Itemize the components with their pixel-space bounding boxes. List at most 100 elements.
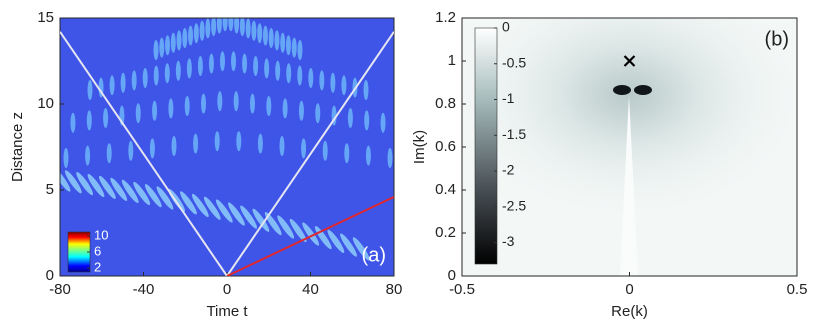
x-tick-label: 0 xyxy=(223,281,231,298)
heatmap-streak xyxy=(38,118,43,138)
heatmap-streak xyxy=(330,72,336,93)
heatmap-streak xyxy=(257,23,263,44)
line xyxy=(226,195,394,276)
heatmap-streak xyxy=(64,170,82,194)
heatmap-streak xyxy=(262,25,268,46)
heatmap-streak xyxy=(352,237,370,261)
marker xyxy=(623,55,636,67)
heatmap-streak xyxy=(297,65,303,86)
y-tick-label: 1.2 xyxy=(435,9,456,26)
heatmap-streak xyxy=(302,222,320,246)
heatmap-streak xyxy=(431,153,436,173)
heatmap-streak xyxy=(216,18,222,34)
heatmap-streak xyxy=(184,96,190,116)
y-tick-label: 0.2 xyxy=(435,224,456,241)
colorbar-tick-label: -2 xyxy=(502,162,515,178)
heatmap-bg xyxy=(60,18,394,276)
heatmap-streak xyxy=(60,168,71,192)
x-tick-label: 0.5 xyxy=(787,281,808,298)
heatmap-streak xyxy=(430,120,435,140)
y-tick-label: 0.6 xyxy=(435,138,456,155)
heatmap-streak xyxy=(363,80,369,100)
heatmap-streak xyxy=(133,181,151,206)
heatmap-streak xyxy=(120,72,126,93)
heatmap-core xyxy=(613,85,631,95)
heatmap-streak xyxy=(253,56,259,76)
heatmap-streak xyxy=(128,140,134,161)
heatmap-streak xyxy=(106,143,112,164)
heatmap-streak xyxy=(164,63,170,84)
colorbar-tick-label: 10 xyxy=(94,227,108,242)
heatmap-streak xyxy=(219,51,225,72)
x-axis-label: Time t xyxy=(206,303,248,320)
heatmap-streak xyxy=(341,75,347,96)
heatmap-streak xyxy=(239,18,245,36)
heatmap-streak xyxy=(171,136,177,156)
heatmap-streak xyxy=(203,196,221,220)
heatmap-streak xyxy=(63,148,69,168)
heatmap-streak xyxy=(86,110,92,131)
colorbar-tick-label: -3 xyxy=(502,233,515,249)
heatmap-streak xyxy=(285,35,291,56)
heatmap-streak xyxy=(98,175,116,200)
heatmap-streak xyxy=(322,140,328,161)
x-axis-label: Re(k) xyxy=(611,303,648,320)
heatmap-streak xyxy=(180,191,197,215)
heatmap-streak xyxy=(70,112,76,133)
heatmap-streak xyxy=(135,103,141,124)
heatmap-streak xyxy=(168,98,174,119)
heatmap-streak xyxy=(193,23,199,44)
colorbar-tick-label: -1.5 xyxy=(502,126,526,142)
heatmap-streak xyxy=(144,184,162,208)
heatmap-streak xyxy=(240,205,258,229)
heatmap-streak xyxy=(347,108,353,128)
heatmap-streak xyxy=(301,138,307,159)
heatmap-streak xyxy=(231,51,237,72)
heatmap-streak xyxy=(228,18,234,32)
heatmap-streak xyxy=(286,63,292,84)
heatmap-streak xyxy=(188,25,194,46)
heatmap-streak xyxy=(149,138,155,159)
colorbar-tick-label: 6 xyxy=(94,243,101,258)
heatmap-streak xyxy=(197,56,203,76)
x-tick-label: 40 xyxy=(302,281,319,298)
heatmap-streak xyxy=(201,93,207,114)
heatmap-streak xyxy=(199,20,205,41)
heatmap-streak xyxy=(233,91,239,112)
heatmap-streak xyxy=(156,186,174,210)
heatmap-streak xyxy=(266,96,272,116)
heatmap-streak xyxy=(175,60,181,81)
y-tick-label: 0 xyxy=(448,267,456,284)
colorbar-tick-label: 2 xyxy=(94,259,101,274)
heatmap-streak xyxy=(170,32,176,53)
heatmap-streak xyxy=(211,18,217,36)
y-axis-label: Distance z xyxy=(9,112,26,182)
heatmap-streak xyxy=(242,53,248,74)
heatmap-streak xyxy=(208,53,214,74)
heatmap-streak xyxy=(298,100,304,121)
line xyxy=(60,31,228,276)
y-tick-label: 10 xyxy=(37,95,54,112)
heatmap-streak xyxy=(222,18,228,32)
heatmap-streak xyxy=(282,98,288,119)
heatmap-streak xyxy=(387,148,393,168)
y-tick-label: 0.4 xyxy=(435,181,456,198)
heatmap-streak xyxy=(319,70,325,91)
heatmap-streak xyxy=(234,18,240,34)
heatmap-streak xyxy=(217,91,223,112)
x-tick-label: -80 xyxy=(49,281,71,298)
heatmap-streak xyxy=(245,18,251,39)
heatmap-streak xyxy=(397,115,402,135)
heatmap-streak xyxy=(152,100,158,121)
heatmap-cut xyxy=(620,95,638,276)
colorbar-tick-label: -2.5 xyxy=(502,197,526,213)
heatmap-streak xyxy=(193,133,199,154)
heatmap-streak xyxy=(87,80,93,100)
heatmap-streak xyxy=(340,233,357,257)
heatmap-streak xyxy=(365,145,371,166)
heatmap-streak xyxy=(228,202,245,226)
x-tick-label: 0 xyxy=(625,281,633,298)
panel-label: (a) xyxy=(362,244,386,266)
heatmap-streak xyxy=(215,199,233,223)
heatmap-streak xyxy=(452,155,457,175)
